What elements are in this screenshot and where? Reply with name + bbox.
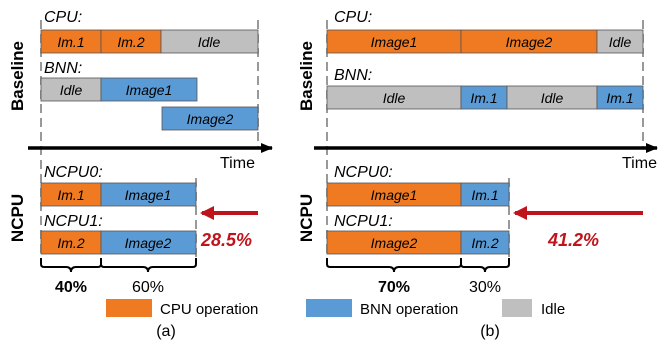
brace-cpu-b (326, 258, 462, 273)
ncpu1-seg-b-1 (460, 230, 510, 255)
ncpu-side-label-a: NCPU (8, 194, 27, 242)
bnn-seg-a-0-label: Idle (60, 82, 83, 98)
cpu-seg-b-0-label: Image1 (371, 34, 418, 50)
bnn-seg-a-1 (100, 77, 198, 102)
legend-label-idle: Idle (541, 301, 565, 318)
caption-b: (b) (480, 323, 500, 340)
ncpu0-row-b: Image1 Im.1 (326, 182, 510, 207)
ncpu1-label-a: NCPU1: (44, 213, 103, 230)
bnn-row-b: Idle Im.1 Idle Im.1 (326, 85, 644, 110)
ncpu1-seg-b-0-label: Image2 (371, 235, 418, 251)
brace-bnn-a (100, 258, 197, 273)
bnn-row-label-a: BNN: (44, 60, 82, 77)
ncpu0-label-a: NCPU0: (44, 164, 103, 181)
bnn-seg-b-0-label: Idle (383, 90, 406, 106)
cpu-seg-b-1-label: Image2 (506, 34, 553, 50)
ncpu1-seg-a-1 (100, 230, 197, 255)
legend-swatch-cpu (106, 299, 152, 317)
panel-b: Baseline NCPU CPU: Image1 Image2 Idle BN… (297, 9, 658, 340)
cpu-seg-a-1-label: Im.2 (117, 34, 144, 50)
ncpu1-row-a: Im.2 Image2 (40, 230, 197, 255)
ncpu1-seg-b-1-label: Im.2 (471, 235, 498, 251)
brace-cpu-a (40, 258, 102, 273)
panel-a: Baseline NCPU CPU: Im.1 Im.2 Idle BNN: I… (8, 9, 273, 340)
time-axis-label-b: Time (622, 155, 657, 172)
cpu-row-label-b: CPU: (334, 9, 372, 26)
ncpu1-label-b: NCPU1: (334, 213, 393, 230)
ncpu0-row-a: Im.1 Image1 (40, 182, 197, 207)
legend: CPU operation BNN operation Idle (106, 299, 565, 318)
legend-swatch-bnn (306, 299, 352, 317)
cpu-seg-a-2 (160, 29, 259, 54)
ncpu0-label-b: NCPU0: (334, 164, 393, 181)
legend-label-cpu: CPU operation (160, 301, 258, 318)
ncpu-side-label-b: NCPU (297, 194, 316, 242)
baseline-side-label-a: Baseline (8, 41, 27, 111)
bnn-seg-b-3-label: Im.1 (606, 90, 633, 106)
time-axis-label-a: Time (220, 155, 255, 172)
ncpu0-seg-a-1-label: Image1 (125, 187, 172, 203)
pct-bnn-a: 60% (132, 279, 164, 296)
bnn-seg-a-2 (161, 106, 259, 131)
ncpu1-row-b: Image2 Im.2 (326, 230, 510, 255)
legend-swatch-idle (502, 299, 532, 317)
pct-cpu-a: 40% (55, 279, 87, 296)
ncpu1-seg-a-0-label: Im.2 (57, 235, 84, 251)
bnn-seg-b-1-label: Im.1 (470, 90, 497, 106)
cpu-seg-a-0-label: Im.1 (57, 34, 84, 50)
cpu-row-label-a: CPU: (44, 9, 82, 26)
ncpu0-seg-b-0-label: Image1 (371, 187, 418, 203)
pct-cpu-b: 70% (378, 279, 410, 296)
bnn-seg-a-2-label: Image2 (187, 111, 234, 127)
cpu-seg-a-2-label: Idle (198, 34, 221, 50)
baseline-side-label-b: Baseline (297, 41, 316, 111)
cpu-seg-b-2-label: Idle (609, 34, 632, 50)
cpu-row-b: Image1 Image2 Idle (326, 29, 644, 54)
ncpu0-seg-a-1 (100, 182, 197, 207)
ncpu0-seg-b-1-label: Im.1 (471, 187, 498, 203)
bnn-row-label-b: BNN: (334, 67, 372, 84)
caption-a: (a) (156, 323, 176, 340)
ncpu0-seg-b-1 (460, 182, 510, 207)
ncpu0-seg-a-0-label: Im.1 (57, 187, 84, 203)
bnn-seg-a-1-label: Image1 (126, 82, 173, 98)
cpu-seg-b-2 (596, 29, 644, 54)
brace-bnn-b (460, 258, 510, 273)
cpu-row-a: Im.1 Im.2 Idle (40, 29, 259, 54)
saving-value-b: 41.2% (547, 230, 599, 250)
bnn-seg-b-3 (596, 85, 644, 110)
saving-value-a: 28.5% (200, 230, 252, 250)
bnn-seg-b-2-label: Idle (541, 90, 564, 106)
pct-bnn-b: 30% (469, 279, 501, 296)
legend-label-bnn: BNN operation (360, 301, 458, 318)
ncpu1-seg-a-1-label: Image2 (125, 235, 172, 251)
bnn-row-a: Idle Image1 Image2 (40, 77, 259, 131)
